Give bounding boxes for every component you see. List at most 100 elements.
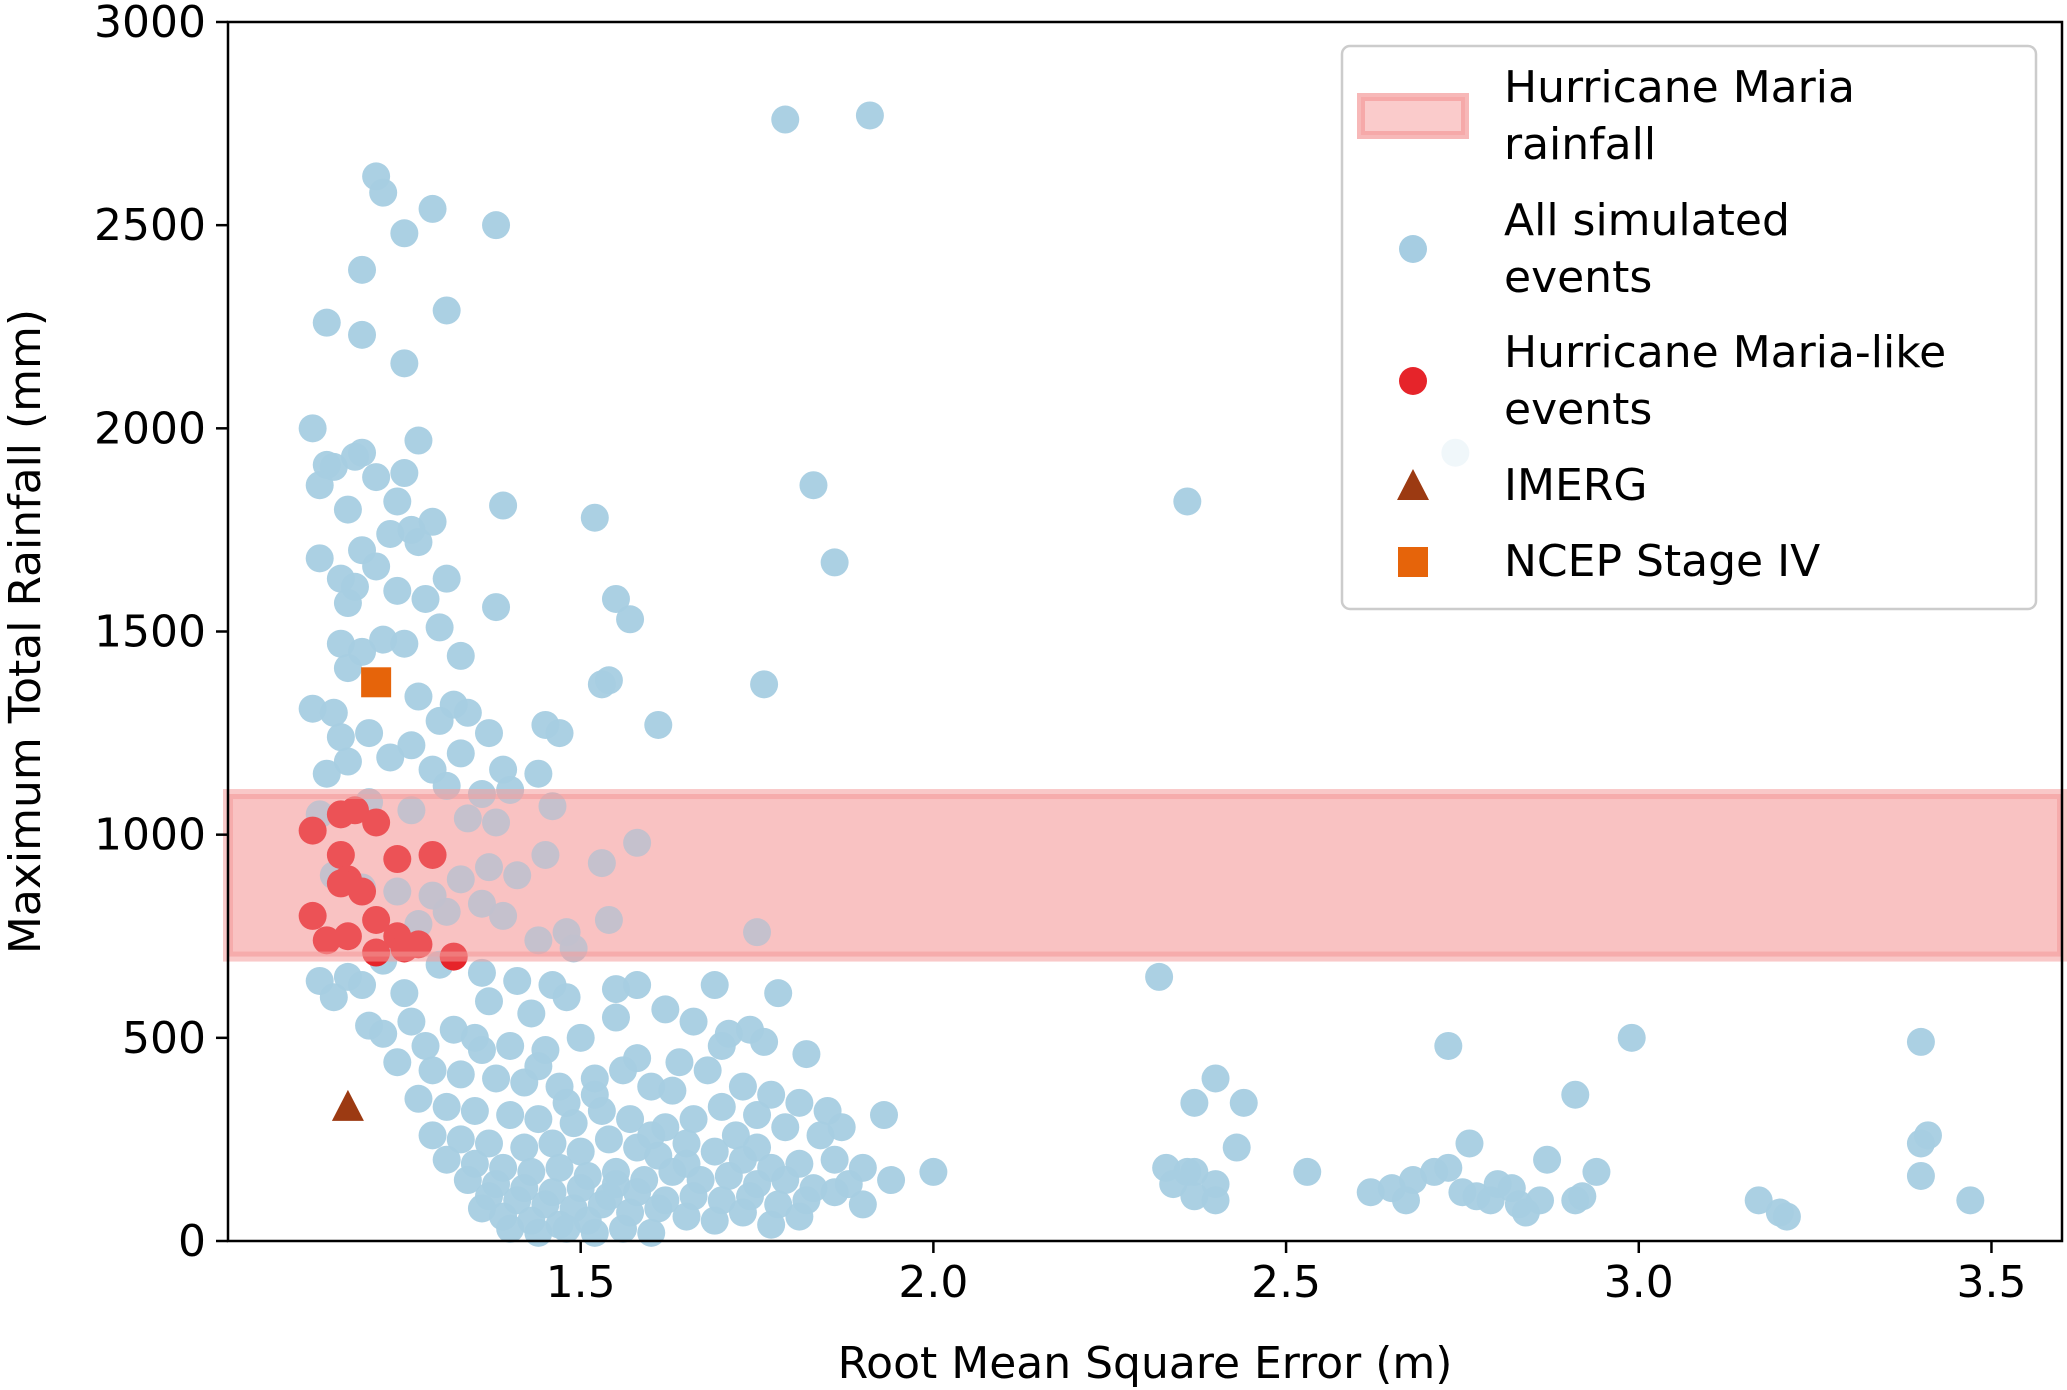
ncep-stage-iv-point	[361, 667, 392, 698]
simulated-point-3	[369, 178, 398, 207]
simulated-point-238	[609, 1214, 638, 1243]
simulated-point-125	[439, 1015, 468, 1044]
simulated-point-224	[644, 1194, 673, 1223]
simulated-point-19	[362, 463, 391, 492]
simulated-point-261	[1201, 1186, 1230, 1215]
simulated-point-138	[383, 1048, 412, 1077]
simulated-point-61	[644, 710, 673, 739]
simulated-point-250	[1145, 962, 1174, 991]
simulated-point-139	[418, 1056, 447, 1085]
simulated-point-48	[390, 629, 419, 658]
legend-box	[1340, 44, 2038, 611]
simulated-point-45	[425, 613, 454, 642]
simulated-point-156	[460, 1096, 489, 1125]
simulated-point-1	[855, 101, 884, 130]
simulated-point-225	[672, 1202, 701, 1231]
simulated-point-18	[390, 459, 419, 488]
simulated-point-30	[404, 528, 433, 557]
simulated-point-109	[348, 971, 377, 1000]
simulated-events-points	[298, 101, 1985, 1247]
simulated-point-161	[616, 1105, 645, 1134]
simulated-point-96	[489, 901, 518, 930]
simulated-point-262	[1293, 1157, 1322, 1186]
simulated-point-121	[474, 987, 503, 1016]
x-tick-label-4: 3.5	[1956, 1257, 2026, 1308]
simulated-point-115	[700, 971, 729, 1000]
simulated-point-175	[566, 1137, 595, 1166]
simulated-point-24	[799, 471, 828, 500]
simulated-point-229	[785, 1202, 814, 1231]
simulated-point-97	[594, 905, 623, 934]
simulated-point-33	[362, 552, 391, 581]
simulated-point-268	[1434, 1153, 1463, 1182]
simulated-point-217	[919, 1157, 948, 1186]
simulated-point-247	[524, 1052, 553, 1081]
simulated-point-253	[1229, 1088, 1258, 1117]
simulated-point-263	[1356, 1178, 1385, 1207]
maria-like-events-points	[298, 796, 468, 971]
simulated-point-64	[474, 719, 503, 748]
simulated-point-240	[467, 1194, 496, 1223]
simulated-point-248	[467, 1036, 496, 1065]
simulated-point-42	[482, 593, 511, 622]
simulated-point-146	[637, 1072, 666, 1101]
legend-label-maria_like-0: Hurricane Maria-like	[1504, 327, 1946, 378]
maria-like-point-8	[326, 869, 355, 898]
simulated-point-173	[510, 1133, 539, 1162]
simulated-point-120	[517, 999, 546, 1028]
simulated-point-41	[616, 605, 645, 634]
simulated-point-11	[390, 349, 419, 378]
simulated-point-40	[601, 584, 630, 613]
simulated-point-9	[312, 308, 341, 337]
y-tick-label-0: 0	[178, 1216, 206, 1267]
maria-rainfall-band-overlay	[223, 789, 2067, 962]
simulated-point-147	[693, 1056, 722, 1085]
simulated-point-88	[503, 861, 532, 890]
simulated-point-29	[376, 519, 405, 548]
simulated-point-119	[552, 983, 581, 1012]
simulated-point-23	[489, 491, 518, 520]
simulated-point-292	[1956, 1186, 1985, 1215]
maria-like-point-3	[362, 808, 391, 837]
simulated-point-68	[446, 739, 475, 768]
simulated-point-168	[827, 1113, 856, 1142]
simulated-point-270	[1434, 1031, 1463, 1060]
simulated-point-6	[390, 219, 419, 248]
simulated-point-16	[340, 442, 369, 471]
y-tick-label-1: 500	[122, 1013, 206, 1064]
simulated-point-102	[404, 910, 433, 939]
simulated-point-289	[1906, 1161, 1935, 1190]
simulated-point-278	[1526, 1186, 1555, 1215]
simulated-point-260	[1180, 1182, 1209, 1211]
simulated-point-176	[594, 1125, 623, 1154]
simulated-point-81	[397, 796, 426, 825]
simulated-point-245	[552, 1088, 581, 1117]
simulated-point-8	[432, 296, 461, 325]
maria-like-point-4	[326, 840, 355, 869]
legend: Hurricane Maria rainfall All simulated even…	[1340, 44, 2038, 611]
simulated-point-184	[820, 1145, 849, 1174]
simulated-point-140	[446, 1060, 475, 1089]
simulated-point-44	[411, 584, 440, 613]
simulated-point-153	[658, 1076, 687, 1105]
simulated-point-84	[623, 828, 652, 857]
legend-imerg-marker	[1397, 469, 1429, 500]
simulated-point-99	[524, 926, 553, 955]
simulated-point-59	[587, 670, 616, 699]
simulated-point-174	[538, 1129, 567, 1158]
legend-label-band-0: Hurricane Maria	[1504, 62, 1855, 113]
simulated-point-43	[383, 576, 412, 605]
plot-axes: 1.5 2.0 2.5 3.0 3.5 0 500 1000 1500 2000 2500 3000	[94, 0, 2064, 1308]
legend-label-simulated-0: All simulated	[1504, 195, 1790, 246]
simulated-point-17	[404, 426, 433, 455]
simulated-point-242	[672, 1149, 701, 1178]
simulated-point-198	[771, 1166, 800, 1195]
simulated-point-89	[446, 865, 475, 894]
simulated-point-283	[1582, 1157, 1611, 1186]
maria-like-point-10	[298, 901, 327, 930]
simulated-point-157	[496, 1101, 525, 1130]
simulated-point-190	[545, 1153, 574, 1182]
simulated-point-251	[1201, 1064, 1230, 1093]
legend-ncep-marker	[1398, 547, 1428, 577]
